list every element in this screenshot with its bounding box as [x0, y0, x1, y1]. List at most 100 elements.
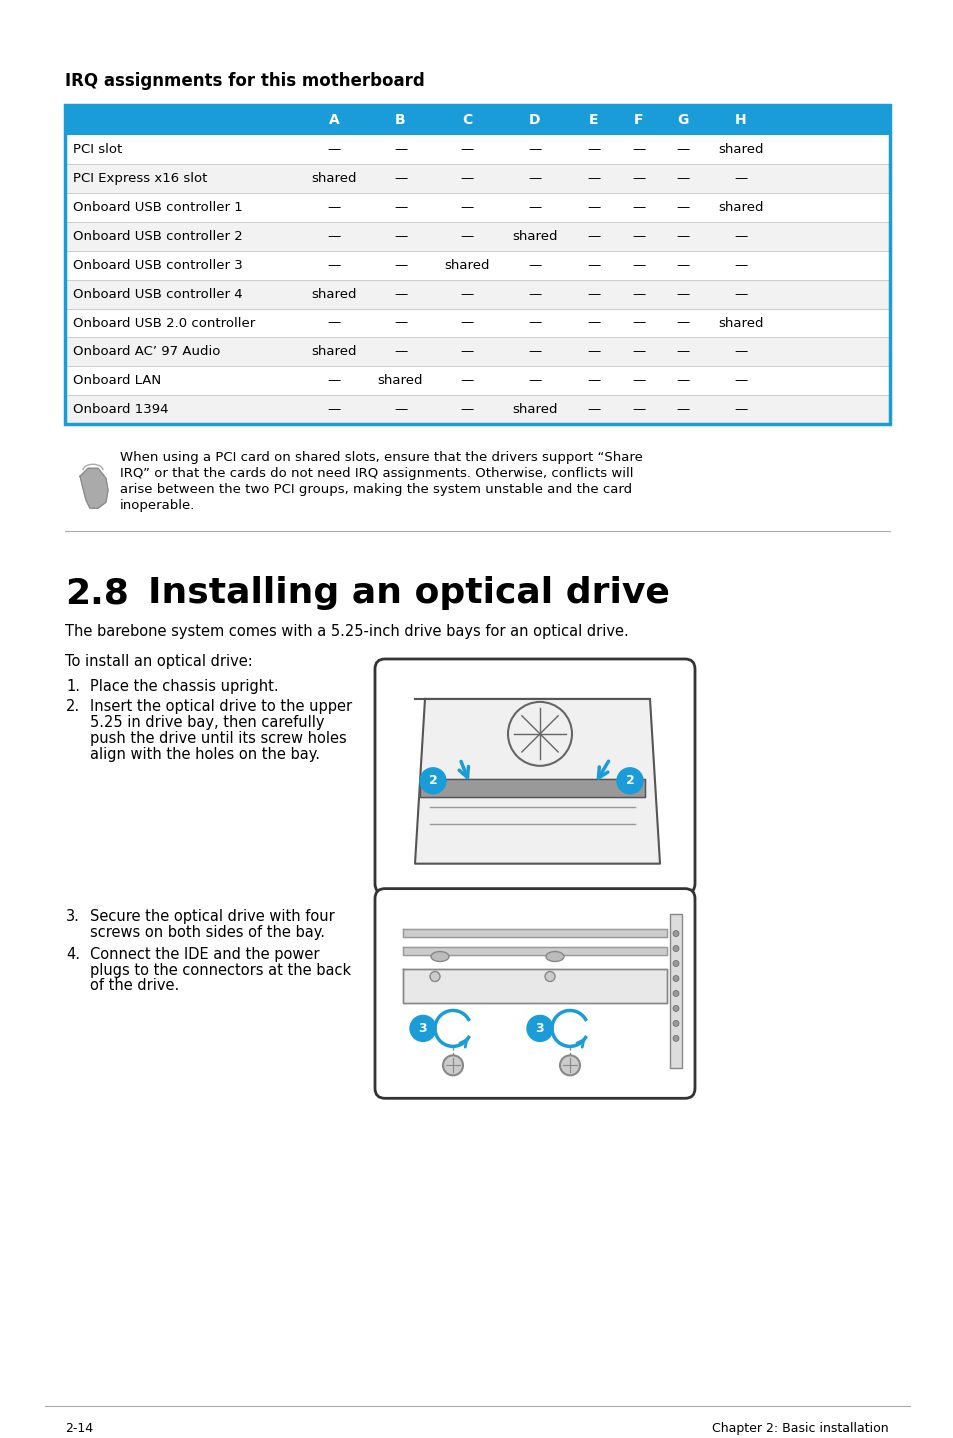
Ellipse shape: [545, 952, 563, 962]
Text: 2.8: 2.8: [65, 577, 129, 610]
Text: —: —: [528, 171, 541, 184]
Text: E: E: [589, 112, 598, 127]
Circle shape: [410, 1015, 436, 1041]
Circle shape: [672, 1035, 679, 1041]
Text: 4.: 4.: [66, 946, 80, 962]
Text: —: —: [528, 142, 541, 155]
Text: —: —: [632, 316, 645, 329]
Text: IRQ assignments for this motherboard: IRQ assignments for this motherboard: [65, 72, 424, 89]
Text: align with the holes on the bay.: align with the holes on the bay.: [90, 746, 319, 762]
Text: 5.25 in drive bay, then carefully: 5.25 in drive bay, then carefully: [90, 715, 324, 731]
Text: PCI slot: PCI slot: [73, 142, 122, 155]
Text: 1.: 1.: [66, 679, 80, 695]
Text: Onboard USB controller 2: Onboard USB controller 2: [73, 230, 242, 243]
Text: —: —: [632, 201, 645, 214]
Text: shared: shared: [718, 201, 763, 214]
Text: H: H: [735, 112, 746, 127]
Text: —: —: [528, 374, 541, 387]
Text: Chapter 2: Basic installation: Chapter 2: Basic installation: [712, 1422, 888, 1435]
Circle shape: [442, 1055, 462, 1076]
FancyBboxPatch shape: [375, 889, 695, 1099]
FancyBboxPatch shape: [65, 367, 889, 395]
Text: shared: shared: [311, 288, 356, 301]
Text: —: —: [632, 345, 645, 358]
FancyBboxPatch shape: [65, 135, 889, 164]
Circle shape: [672, 1021, 679, 1027]
Polygon shape: [80, 469, 108, 508]
Text: —: —: [460, 230, 473, 243]
Text: —: —: [676, 374, 689, 387]
Text: —: —: [734, 259, 747, 272]
Text: Onboard 1394: Onboard 1394: [73, 404, 169, 417]
Text: —: —: [460, 374, 473, 387]
Text: —: —: [394, 316, 407, 329]
Text: B: B: [395, 112, 405, 127]
Circle shape: [559, 1055, 579, 1076]
Text: —: —: [528, 259, 541, 272]
Text: shared: shared: [311, 171, 356, 184]
Polygon shape: [402, 946, 666, 955]
Circle shape: [672, 930, 679, 936]
Text: —: —: [460, 201, 473, 214]
Text: Onboard USB 2.0 controller: Onboard USB 2.0 controller: [73, 316, 255, 329]
Text: —: —: [676, 142, 689, 155]
Text: D: D: [529, 112, 540, 127]
Text: screws on both sides of the bay.: screws on both sides of the bay.: [90, 925, 325, 939]
Text: —: —: [587, 201, 600, 214]
Text: inoperable.: inoperable.: [120, 499, 195, 512]
Text: —: —: [327, 230, 340, 243]
Circle shape: [672, 961, 679, 966]
Text: shared: shared: [311, 345, 356, 358]
Text: —: —: [528, 345, 541, 358]
Text: Secure the optical drive with four: Secure the optical drive with four: [90, 909, 335, 923]
Text: —: —: [587, 345, 600, 358]
Text: —: —: [460, 142, 473, 155]
Text: —: —: [734, 404, 747, 417]
Text: —: —: [676, 171, 689, 184]
Text: —: —: [632, 259, 645, 272]
Text: Onboard AC’ 97 Audio: Onboard AC’ 97 Audio: [73, 345, 220, 358]
Text: —: —: [587, 288, 600, 301]
Text: shared: shared: [377, 374, 423, 387]
Circle shape: [430, 972, 439, 982]
Text: —: —: [676, 316, 689, 329]
Text: —: —: [632, 230, 645, 243]
Polygon shape: [402, 929, 666, 936]
Text: —: —: [632, 288, 645, 301]
Text: —: —: [734, 288, 747, 301]
FancyBboxPatch shape: [65, 250, 889, 279]
Circle shape: [672, 946, 679, 952]
Text: —: —: [528, 316, 541, 329]
FancyBboxPatch shape: [375, 659, 695, 893]
Text: —: —: [327, 316, 340, 329]
Text: —: —: [327, 259, 340, 272]
Text: —: —: [460, 171, 473, 184]
Text: —: —: [327, 201, 340, 214]
FancyBboxPatch shape: [65, 395, 889, 424]
FancyBboxPatch shape: [65, 221, 889, 250]
Text: —: —: [528, 288, 541, 301]
Text: —: —: [676, 345, 689, 358]
Text: —: —: [734, 374, 747, 387]
Text: —: —: [676, 259, 689, 272]
FancyBboxPatch shape: [65, 164, 889, 193]
Text: When using a PCI card on shared slots, ensure that the drivers support “Share: When using a PCI card on shared slots, e…: [120, 452, 642, 464]
Text: —: —: [327, 374, 340, 387]
Text: shared: shared: [512, 404, 558, 417]
FancyBboxPatch shape: [65, 338, 889, 367]
Ellipse shape: [431, 952, 449, 962]
Text: —: —: [394, 259, 407, 272]
Text: —: —: [676, 288, 689, 301]
Text: of the drive.: of the drive.: [90, 978, 179, 994]
Text: shared: shared: [512, 230, 558, 243]
Text: —: —: [734, 171, 747, 184]
Text: push the drive until its screw holes: push the drive until its screw holes: [90, 731, 346, 746]
Polygon shape: [402, 969, 666, 1004]
Text: shared: shared: [444, 259, 489, 272]
Text: —: —: [676, 201, 689, 214]
Text: —: —: [587, 142, 600, 155]
Text: —: —: [394, 230, 407, 243]
Circle shape: [526, 1015, 553, 1041]
Text: 2: 2: [428, 774, 436, 787]
Text: shared: shared: [718, 142, 763, 155]
